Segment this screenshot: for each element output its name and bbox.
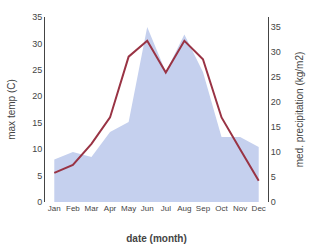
- svg-text:Jul: Jul: [161, 204, 171, 213]
- svg-text:May: May: [121, 204, 136, 213]
- svg-text:35: 35: [271, 22, 281, 32]
- svg-text:30: 30: [32, 39, 42, 49]
- svg-text:Nov: Nov: [233, 204, 247, 213]
- svg-text:max temp (C): max temp (C): [6, 79, 17, 140]
- svg-text:Mar: Mar: [85, 204, 99, 213]
- svg-text:25: 25: [271, 72, 281, 82]
- svg-text:5: 5: [271, 172, 276, 182]
- svg-text:date (month): date (month): [126, 233, 187, 244]
- svg-text:0: 0: [271, 197, 276, 207]
- svg-text:0: 0: [37, 197, 42, 207]
- svg-text:Aug: Aug: [177, 204, 191, 213]
- svg-text:15: 15: [271, 122, 281, 132]
- svg-text:Dec: Dec: [252, 204, 266, 213]
- svg-text:Jan: Jan: [48, 204, 61, 213]
- svg-text:Oct: Oct: [215, 204, 228, 213]
- svg-text:35: 35: [32, 12, 42, 22]
- svg-text:10: 10: [271, 147, 281, 157]
- svg-text:5: 5: [37, 171, 42, 181]
- svg-text:Apr: Apr: [104, 204, 117, 213]
- svg-text:med. precipitation (kg/m2): med. precipitation (kg/m2): [294, 52, 305, 168]
- svg-text:25: 25: [32, 65, 42, 75]
- svg-text:Jun: Jun: [141, 204, 154, 213]
- svg-text:15: 15: [32, 118, 42, 128]
- svg-text:Sep: Sep: [196, 204, 211, 213]
- svg-text:Feb: Feb: [66, 204, 80, 213]
- svg-text:20: 20: [32, 91, 42, 101]
- svg-text:10: 10: [32, 144, 42, 154]
- svg-text:20: 20: [271, 97, 281, 107]
- svg-text:30: 30: [271, 47, 281, 57]
